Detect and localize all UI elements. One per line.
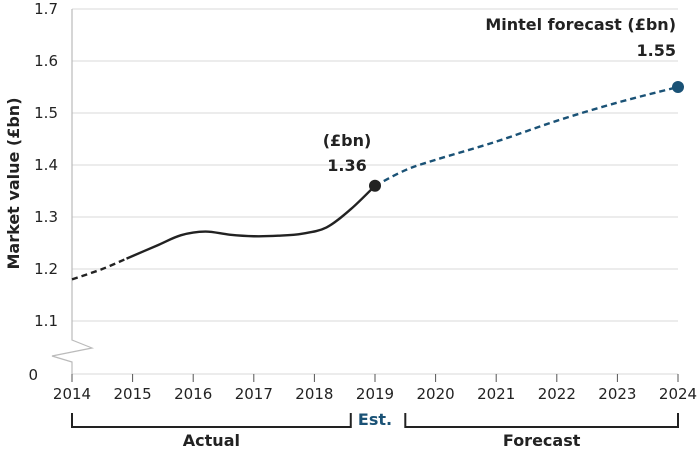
period-brackets: Actual Est. Forecast: [71, 410, 679, 450]
series-line-actual-interpolated: [71, 257, 128, 281]
x-tick-label: 2020: [417, 385, 455, 403]
annotation-2019-unit: (£bn): [323, 131, 372, 150]
bracket-forecast: [404, 413, 679, 428]
axes: [51, 9, 679, 382]
x-tick-label: 2021: [477, 385, 515, 403]
x-tick-label: 2018: [295, 385, 333, 403]
x-tick-label: 2022: [538, 385, 576, 403]
data-point-marker-2: [672, 81, 684, 93]
y-tick-label: 1.7: [34, 0, 58, 18]
axis-break-icon: [51, 9, 95, 374]
y-tick-label: 1.1: [34, 312, 58, 330]
data-point-marker-1: [369, 179, 381, 192]
bracket-actual: [71, 413, 352, 428]
x-tick-label: 2024: [659, 385, 697, 403]
bracket-label-actual: Actual: [183, 431, 240, 450]
bracket-label-est: Est.: [358, 410, 392, 429]
y-tick-label: 1.2: [34, 260, 58, 278]
annotation-forecast-value: 1.55: [637, 41, 676, 60]
series-line-forecast: [374, 85, 679, 187]
x-tick-label: 2023: [598, 385, 636, 403]
y-axis-title: Market value (£bn): [4, 97, 23, 269]
x-tick-label: 2015: [114, 385, 152, 403]
bracket-label-forecast: Forecast: [503, 431, 581, 450]
x-tick-label: 2017: [235, 385, 273, 403]
y-tick-label: 1.5: [34, 104, 58, 122]
y-tick-label: 1.6: [34, 52, 58, 70]
annotation-forecast-title: Mintel forecast (£bn): [485, 15, 676, 34]
series-line-actual: [126, 184, 376, 260]
annotation-2019-value: 1.36: [327, 156, 366, 175]
x-tick-label: 2019: [356, 385, 394, 403]
series-lines: [71, 85, 679, 281]
x-tick-label: 2016: [174, 385, 212, 403]
y-tick-label: 1.4: [34, 156, 58, 174]
chart-text: 1.1 1.2 1.3 1.4 1.5 1.6 1.7 0 2014 2015 2016 2017 20…: [4, 0, 697, 403]
gridlines: [72, 8, 678, 375]
x-tick-label: 2014: [53, 385, 91, 403]
y-tick-label-zero: 0: [28, 366, 38, 384]
y-tick-label: 1.3: [34, 208, 58, 226]
series-markers: [369, 81, 684, 192]
